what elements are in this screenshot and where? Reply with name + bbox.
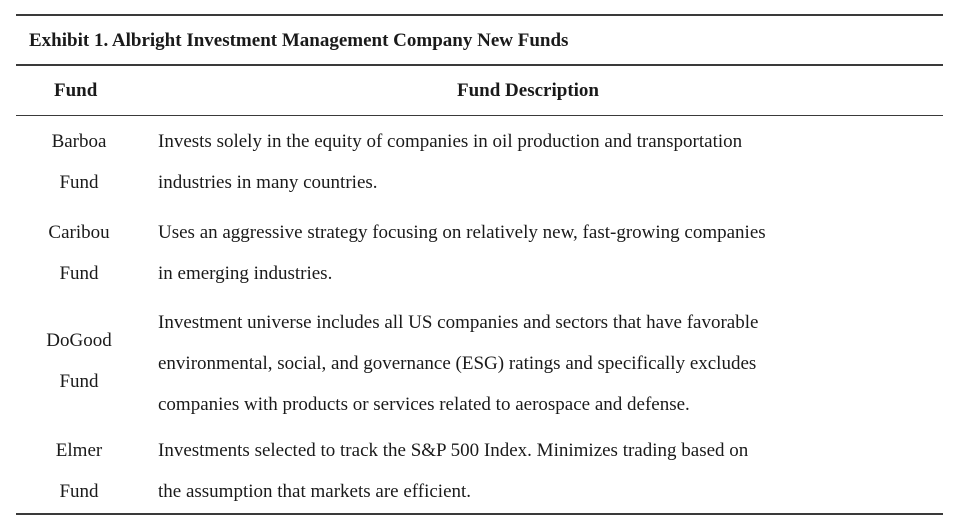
table-row-description: Investments selected to track the S&P 50…	[158, 430, 748, 512]
title-rule	[16, 64, 943, 66]
table-row-fund-name: Caribou Fund	[14, 212, 144, 294]
top-rule	[16, 14, 943, 16]
description-line: Invests solely in the equity of companie…	[158, 131, 743, 152]
description-line: Investment universe includes all US comp…	[158, 312, 759, 333]
bottom-rule	[16, 513, 943, 515]
column-header-description: Fund Description	[457, 80, 599, 101]
table-row-description: Invests solely in the equity of companie…	[158, 121, 742, 203]
fund-name-line: Fund	[59, 481, 99, 502]
exhibit-title: Exhibit 1. Albright Investment Managemen…	[29, 30, 569, 51]
description-line: industries in many countries.	[158, 172, 378, 193]
fund-name-line: Fund	[59, 263, 99, 284]
description-line: Investments selected to track the S&P 50…	[158, 440, 749, 461]
fund-name-line: Fund	[59, 371, 99, 392]
header-rule	[16, 115, 943, 116]
description-line: Uses an aggressive strategy focusing on …	[158, 222, 766, 243]
fund-name-line: DoGood	[46, 330, 112, 351]
fund-name-line: Fund	[59, 172, 99, 193]
description-line: in emerging industries.	[158, 263, 333, 284]
column-header-fund: Fund	[54, 80, 98, 101]
description-line: companies with products or services rela…	[158, 394, 690, 415]
table-row-description: Investment universe includes all US comp…	[158, 302, 758, 425]
table-row-fund-name: Elmer Fund	[14, 430, 144, 512]
table-row-fund-name: Barboa Fund	[14, 121, 144, 203]
fund-name-line: Caribou	[48, 222, 110, 243]
table-row-description: Uses an aggressive strategy focusing on …	[158, 212, 766, 294]
fund-name-line: Elmer	[55, 440, 103, 461]
fund-name-line: Barboa	[51, 131, 107, 152]
description-line: the assumption that markets are efficien…	[158, 481, 472, 502]
description-line: environmental, social, and governance (E…	[158, 353, 757, 374]
table-row-fund-name: DoGood Fund	[14, 320, 144, 402]
